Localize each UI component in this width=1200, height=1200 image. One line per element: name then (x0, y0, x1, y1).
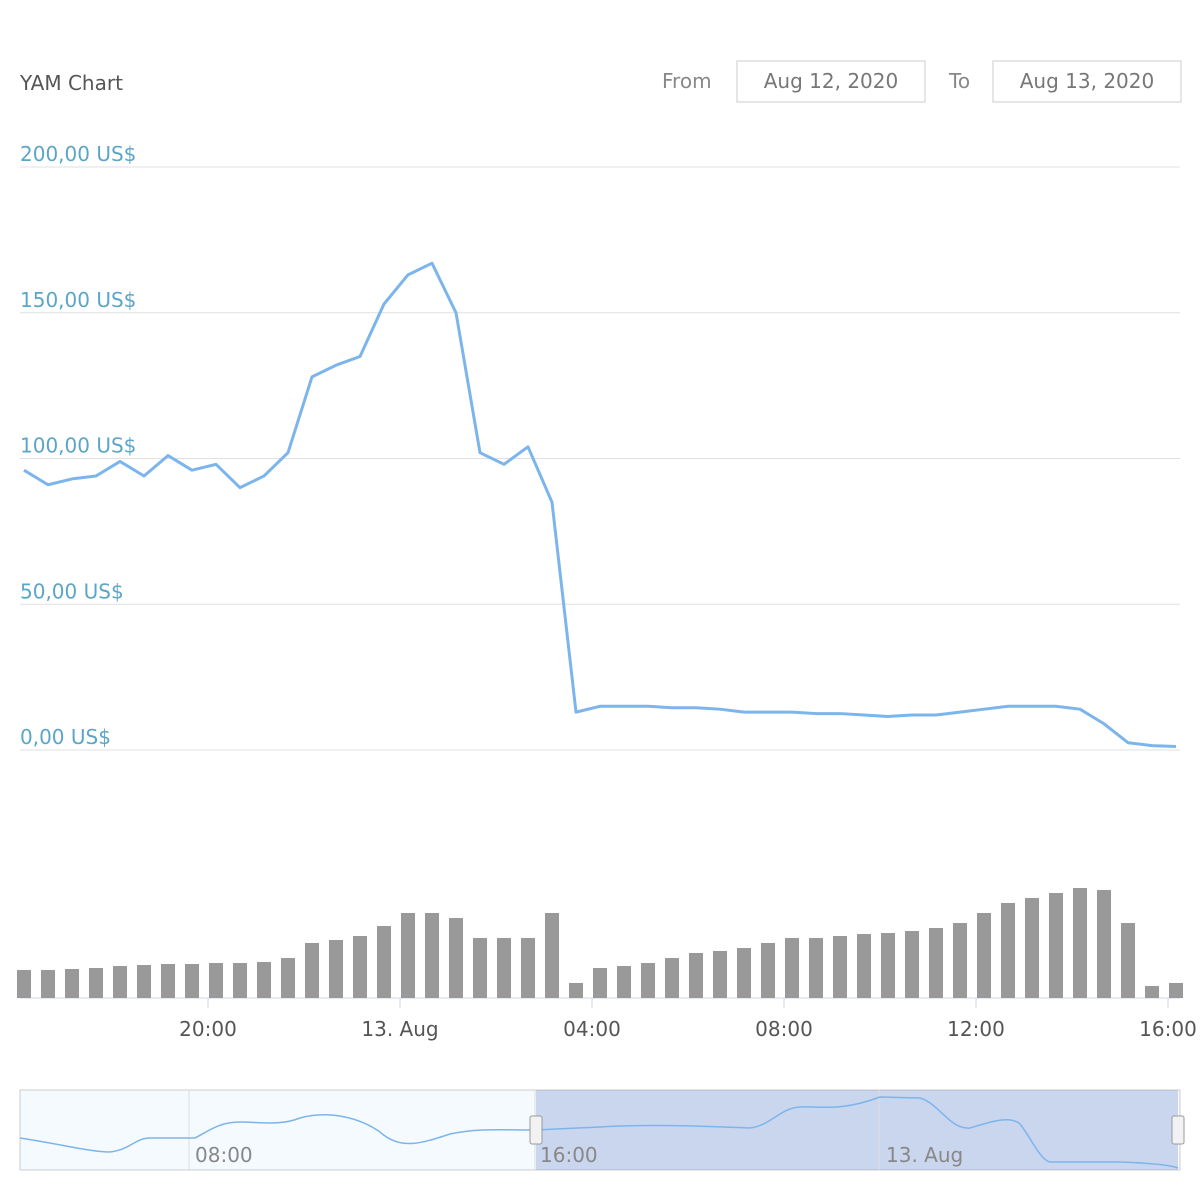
volume-bar (113, 966, 127, 998)
volume-bar (977, 913, 991, 998)
volume-bar (209, 963, 223, 998)
from-label: From (662, 69, 712, 93)
volume-bar (1049, 893, 1063, 998)
volume-bar (641, 963, 655, 998)
y-tick-label: 50,00 US$ (20, 579, 124, 603)
navigator-selection[interactable] (536, 1090, 1178, 1170)
volume-bar (521, 938, 535, 998)
navigator-handle[interactable] (1171, 1115, 1185, 1145)
volume-bar (1025, 898, 1039, 998)
volume-bar (425, 913, 439, 998)
volume-bar (881, 933, 895, 998)
volume-bar (785, 938, 799, 998)
x-tick-label: 20:00 (179, 1017, 237, 1041)
navigator-label: 08:00 (195, 1143, 253, 1167)
volume-bar (713, 951, 727, 998)
navigator-frame (19, 1089, 1181, 1171)
volume-bar (953, 923, 967, 998)
volume-bar (737, 948, 751, 998)
volume-bar (257, 962, 271, 998)
volume-bar (65, 969, 79, 998)
to-label: To (948, 69, 970, 93)
to-value: Aug 13, 2020 (1020, 69, 1154, 93)
volume-bar (761, 943, 775, 998)
volume-bar (473, 938, 487, 998)
from-input[interactable] (736, 60, 926, 103)
volume-bar (905, 931, 919, 998)
volume-bar (689, 953, 703, 998)
volume-bar (857, 934, 871, 998)
volume-bar (1073, 888, 1087, 998)
volume-bar (281, 958, 295, 998)
volume-bar (353, 936, 367, 998)
volume-bar (329, 940, 343, 998)
y-tick-label: 0,00 US$ (20, 725, 111, 749)
y-tick-label: 200,00 US$ (20, 142, 136, 166)
volume-bar (617, 966, 631, 998)
price-line (23, 261, 1177, 749)
x-tick-label: 08:00 (755, 1017, 813, 1041)
x-tick-label: 16:00 (1139, 1017, 1197, 1041)
volume-bar (1145, 986, 1159, 998)
volume-bar (137, 965, 151, 998)
volume-bar (185, 964, 199, 998)
navigator-label: 13. Aug (886, 1143, 963, 1167)
navigator: 08:00 16:00 13. Aug (19, 1089, 1185, 1171)
volume-bar (569, 983, 583, 998)
volume-bar (545, 913, 559, 998)
volume-bar (17, 970, 31, 998)
volume-bar (1097, 890, 1111, 998)
volume-bar (1121, 923, 1135, 998)
volume-bar (305, 943, 319, 998)
volume-bar (233, 963, 247, 998)
volume-bar (449, 918, 463, 998)
x-tick-label: 04:00 (563, 1017, 621, 1041)
volume-bar (89, 968, 103, 998)
volume-bar (833, 936, 847, 998)
volume-bar (929, 928, 943, 998)
volume-bar (497, 938, 511, 998)
volume-bar (665, 958, 679, 998)
x-tick-label: 12:00 (947, 1017, 1005, 1041)
volume-bar (1169, 983, 1183, 998)
volume-bar (401, 913, 415, 998)
navigator-handle[interactable] (529, 1115, 543, 1145)
y-tick-label: 100,00 US$ (20, 434, 136, 458)
from-value: Aug 12, 2020 (764, 69, 898, 93)
volume-bar (377, 926, 391, 998)
navigator-label: 16:00 (540, 1143, 598, 1167)
volume-bar (161, 964, 175, 998)
chart-title: YAM Chart (19, 71, 123, 95)
to-input[interactable] (992, 60, 1182, 103)
navigator-line (19, 1096, 1179, 1169)
y-tick-label: 150,00 US$ (20, 288, 136, 312)
volume-bar (41, 970, 55, 998)
volume-bar (593, 968, 607, 998)
volume-bar (1001, 903, 1015, 998)
volume-bar (809, 938, 823, 998)
x-tick-label: 13. Aug (361, 1017, 438, 1041)
